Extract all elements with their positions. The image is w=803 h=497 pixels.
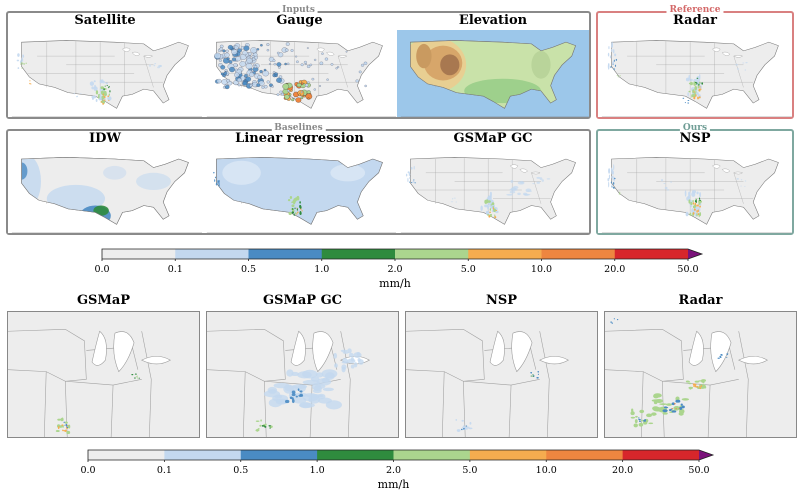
colorbar-tick-label: 2.0	[387, 264, 403, 275]
ours-group-label: Ours	[679, 123, 711, 134]
panel-gsmap-gc-bottom: GSMaP GC	[206, 293, 399, 438]
map-gsmap-gc-bottom	[206, 311, 399, 438]
panel-title-linear-regression: Linear regression	[235, 131, 364, 146]
panel-nsp-mid: NSP	[598, 131, 792, 233]
map-linear-regression	[203, 147, 396, 233]
panel-idw: IDW	[8, 131, 202, 233]
panel-nsp-bottom: NSP	[405, 293, 598, 438]
colorbar-tick-label: 20.0	[604, 264, 626, 275]
colorbar-tick-label: 0.0	[94, 264, 110, 275]
inputs-group-label: Inputs	[279, 5, 318, 16]
panel-gsmap-gc-mid: GSMaP GC	[397, 131, 589, 233]
colorbar-tick-label: 2.0	[385, 465, 402, 476]
colorbar-tick-label: 50.0	[677, 264, 699, 275]
colorbar-tick-label: 20.0	[612, 465, 634, 476]
panel-title-elevation: Elevation	[458, 13, 528, 28]
panel-title-idw: IDW	[89, 131, 121, 146]
panel-gauge: Gauge	[203, 13, 396, 117]
colorbar-tick-label: 1.0	[314, 264, 330, 275]
map-nsp-mid	[598, 147, 792, 233]
colorbar-tick-label: 10.0	[530, 264, 553, 275]
panel-radar-bottom: Radar	[604, 293, 797, 438]
panel-gsmap-bottom: GSMaP	[7, 293, 200, 438]
colorbar-tick-label: 0.1	[167, 264, 183, 275]
panel-satellite: Satellite	[8, 13, 202, 117]
ours-group: Ours	[596, 123, 794, 235]
colorbar-bottom: 0.0 0.1 0.5 1.0 2.0 5.0 10.0 20.0 50.0 mm/h	[80, 449, 715, 494]
panel-elevation: Elevation	[397, 13, 589, 117]
map-idw	[8, 147, 202, 233]
map-satellite	[8, 30, 202, 117]
panel-title-nsp-mid: NSP	[679, 131, 711, 146]
colorbar-tick-label: 0.5	[233, 465, 249, 476]
inputs-group: Inputs	[6, 5, 591, 119]
colorbar-tick-label: 0.0	[80, 465, 96, 476]
panel-linear-regression: Linear regression	[203, 131, 396, 233]
baselines-group-label: Baselines	[271, 123, 326, 134]
map-radar-bottom	[604, 311, 797, 438]
baselines-group: Baselines	[6, 123, 591, 235]
map-gsmap-bottom	[7, 311, 200, 438]
panel-title-gsmap-bottom: GSMaP	[76, 293, 131, 308]
panel-title-radar-bottom: Radar	[678, 293, 723, 308]
panel-radar-top: Radar	[598, 13, 792, 117]
map-radar-top	[598, 30, 792, 117]
panel-title-satellite: Satellite	[74, 13, 136, 28]
colorbar-unit-label: mm/h	[379, 277, 411, 290]
panel-title-nsp-bottom: NSP	[485, 293, 518, 308]
reference-group: Reference	[596, 5, 794, 119]
panel-title-gsmap-gc-bottom: GSMaP GC	[262, 293, 343, 308]
reference-group-label: Reference	[666, 5, 724, 16]
map-nsp-bottom	[405, 311, 598, 438]
colorbar-tick-label: 5.0	[460, 264, 476, 275]
colorbar-unit-label: mm/h	[377, 478, 410, 491]
map-gauge	[203, 30, 396, 117]
panel-title-gauge: Gauge	[276, 13, 323, 28]
panel-title-gsmap-gc-mid: GSMaP GC	[453, 131, 533, 146]
colorbar-tick-label: 1.0	[309, 465, 325, 476]
colorbar-tick-label: 5.0	[462, 465, 478, 476]
colorbar-top: 0.0 0.1 0.5 1.0 2.0 5.0 10.0 20.0 50.0 mm/h	[94, 248, 704, 290]
colorbar-tick-label: 10.0	[535, 465, 557, 476]
colorbar-tick-label: 0.1	[156, 465, 172, 476]
map-gsmap-gc-mid	[397, 147, 589, 233]
colorbar-tick-label: 0.5	[240, 264, 257, 275]
map-elevation	[397, 30, 589, 117]
colorbar-tick-label: 50.0	[688, 465, 710, 476]
panel-title-radar-top: Radar	[673, 13, 717, 28]
